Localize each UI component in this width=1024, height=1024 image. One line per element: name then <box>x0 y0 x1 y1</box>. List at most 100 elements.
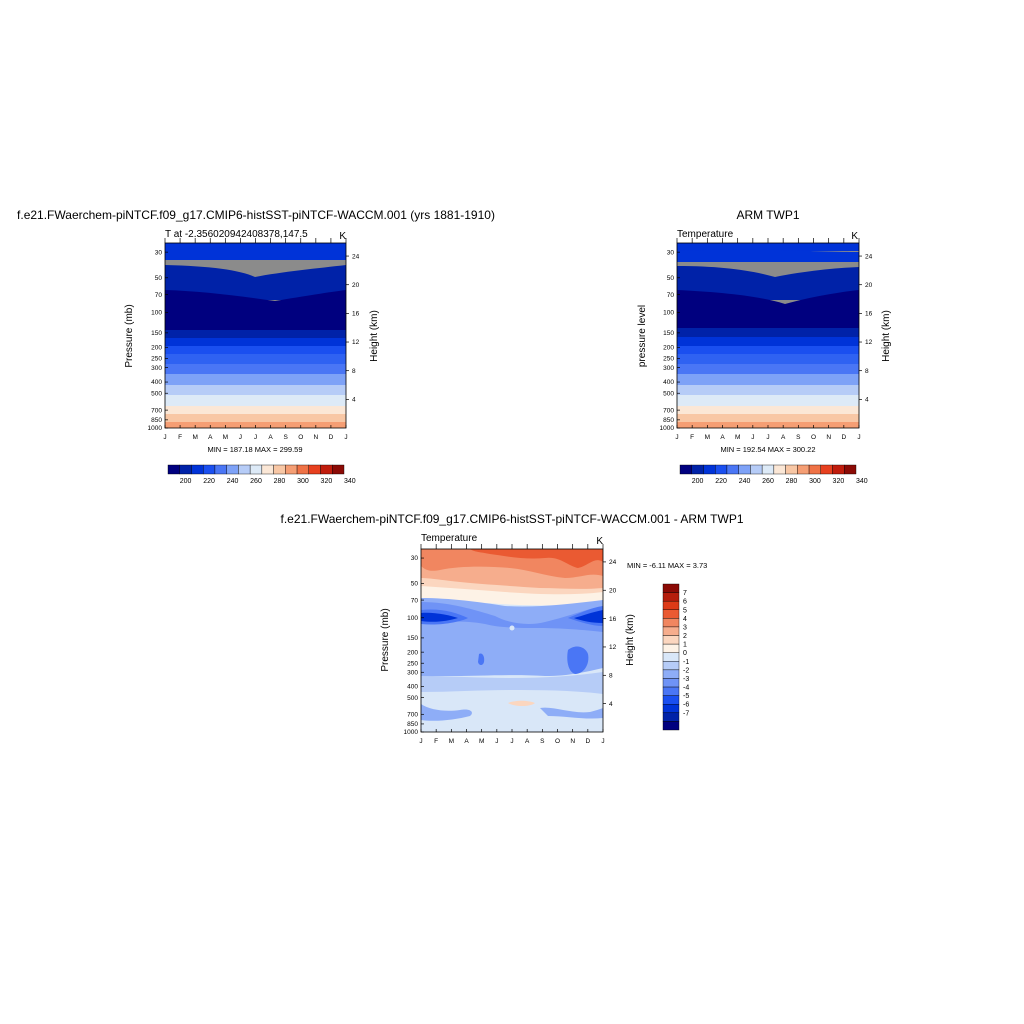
model-band-50 <box>165 265 346 300</box>
obs-band-600 <box>677 395 859 406</box>
obs-title: ARM TWP1 <box>736 208 799 222</box>
model-colorbar: 200 220 240 260 280 300 320 340 <box>167 464 356 485</box>
y-right-tick-label: 12 <box>609 644 617 651</box>
diff-region-neutral <box>421 586 603 606</box>
model-band-350 <box>165 364 346 374</box>
diff-y-ticks-right: 24 20 16 12 8 4 <box>603 559 617 708</box>
colorbar-label: -5 <box>683 693 689 700</box>
colorbar-swatch <box>662 643 680 653</box>
x-tick-label: N <box>313 434 318 441</box>
x-tick-label: J <box>857 434 860 441</box>
x-tick-label: A <box>464 738 469 745</box>
y-tick-label: 30 <box>155 249 163 256</box>
y-tick-label: 300 <box>407 669 418 676</box>
colorbar-swatch <box>738 464 751 475</box>
x-tick-label: N <box>570 738 575 745</box>
x-tick-label: J <box>239 434 242 441</box>
x-tick-label: M <box>192 434 197 441</box>
colorbar-label: -4 <box>683 685 689 692</box>
y-right-tick-label: 4 <box>352 397 356 404</box>
y-tick-label: 200 <box>151 344 162 351</box>
colorbar-swatch <box>179 464 192 475</box>
y-tick-label: 700 <box>407 712 418 719</box>
colorbar-label: -2 <box>683 667 689 674</box>
x-tick-label: J <box>601 738 604 745</box>
colorbar-label: 0 <box>683 650 687 657</box>
colorbar-swatch <box>167 464 180 475</box>
y-tick-label: 150 <box>663 330 674 337</box>
y-right-tick-label: 8 <box>865 368 869 375</box>
y-right-tick-label: 16 <box>352 311 360 318</box>
x-tick-label: J <box>751 434 754 441</box>
colorbar-label: 340 <box>856 478 868 485</box>
colorbar-swatch <box>214 464 227 475</box>
colorbar-swatch <box>238 464 251 475</box>
x-tick-label: O <box>811 434 816 441</box>
colorbar-swatch <box>808 464 821 475</box>
colorbar-swatch <box>662 686 680 696</box>
colorbar-swatch <box>662 652 680 662</box>
diff-region-cool-blob-left <box>478 653 485 665</box>
colorbar-label: 240 <box>739 478 751 485</box>
colorbar-swatch <box>249 464 263 475</box>
y-tick-label: 1000 <box>148 425 163 432</box>
x-tick-label: O <box>298 434 303 441</box>
colorbar-label: 3 <box>683 624 687 631</box>
x-tick-label: S <box>796 434 801 441</box>
colorbar-swatch <box>662 626 680 636</box>
colorbar-swatch <box>285 464 298 475</box>
colorbar-label: 300 <box>297 478 309 485</box>
diff-region-cool-5 <box>421 672 603 694</box>
colorbar-swatch <box>785 464 798 475</box>
diff-region-cool-blob-right <box>567 646 589 674</box>
y-tick-label: 1000 <box>660 425 675 432</box>
y-right-tick-label: 24 <box>609 559 617 566</box>
x-tick-label: J <box>766 434 769 441</box>
colorbar-swatch <box>662 678 680 688</box>
y-tick-label: 250 <box>663 356 674 363</box>
colorbar-label: 200 <box>692 478 704 485</box>
x-tick-label: J <box>254 434 257 441</box>
y-tick-label: 700 <box>663 407 674 414</box>
x-tick-label: O <box>555 738 560 745</box>
colorbar-swatch <box>320 464 333 475</box>
x-tick-label: J <box>495 738 498 745</box>
x-tick-label: A <box>208 434 213 441</box>
colorbar-swatch <box>308 464 321 475</box>
diff-region-warm-blob <box>508 700 535 706</box>
colorbar-swatch <box>726 464 739 475</box>
colorbar-label: -6 <box>683 702 689 709</box>
colorbar-swatch <box>662 609 680 619</box>
x-tick-label: J <box>344 434 347 441</box>
obs-y-ticks-right: 24 20 16 12 8 4 <box>859 253 873 404</box>
diff-region-cold-core-right <box>574 610 603 623</box>
obs-band-30 <box>677 249 859 262</box>
obs-band-150 <box>677 328 859 337</box>
colorbar-label: 280 <box>786 478 798 485</box>
model-band-top <box>165 243 346 250</box>
diff-panel: f.e21.FWaerchem-piNTCF.f09_g17.CMIP6-his… <box>281 512 744 745</box>
model-units: K <box>339 231 346 242</box>
obs-units: K <box>851 231 858 242</box>
x-tick-label: D <box>841 434 846 441</box>
colorbar-label: 200 <box>180 478 192 485</box>
y-tick-label: 100 <box>151 310 162 317</box>
y-right-tick-label: 4 <box>609 701 613 708</box>
colorbar-label: 6 <box>683 599 687 606</box>
y-tick-label: 70 <box>411 597 419 604</box>
y-tick-label: 50 <box>667 275 675 282</box>
colorbar-label: 260 <box>762 478 774 485</box>
obs-band-50 <box>677 266 859 300</box>
y-right-tick-label: 12 <box>352 339 360 346</box>
obs-y-axis-label: pressure level <box>637 305 648 367</box>
colorbar-swatch <box>844 464 857 475</box>
y-tick-label: 250 <box>151 356 162 363</box>
model-band-300 <box>165 354 346 364</box>
y-tick-label: 150 <box>407 635 418 642</box>
colorbar-label: 340 <box>344 478 356 485</box>
